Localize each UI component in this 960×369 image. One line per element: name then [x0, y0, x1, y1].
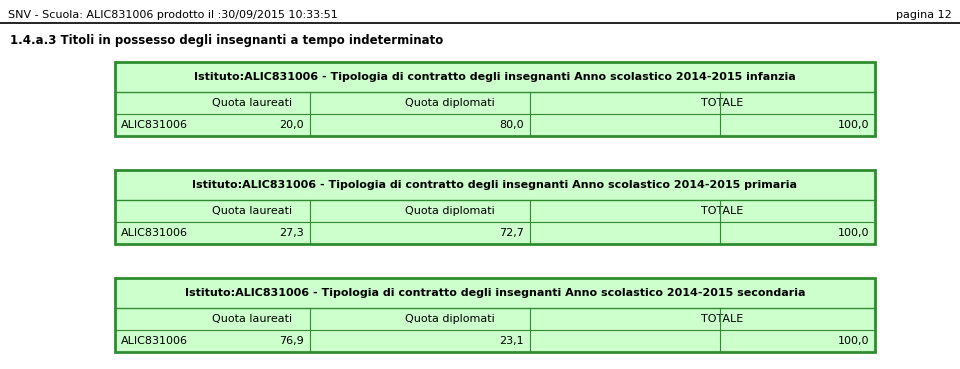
- Text: 27,3: 27,3: [279, 228, 304, 238]
- Text: Quota diplomati: Quota diplomati: [405, 98, 494, 108]
- Text: 100,0: 100,0: [837, 228, 869, 238]
- Text: Quota diplomati: Quota diplomati: [405, 206, 494, 216]
- Bar: [115, 170, 875, 244]
- Text: Quota laureati: Quota laureati: [212, 98, 293, 108]
- Text: 100,0: 100,0: [837, 120, 869, 130]
- Text: 76,9: 76,9: [279, 336, 304, 346]
- Text: TOTALE: TOTALE: [702, 314, 744, 324]
- Text: TOTALE: TOTALE: [702, 206, 744, 216]
- Text: Quota laureati: Quota laureati: [212, 206, 293, 216]
- Text: ALIC831006: ALIC831006: [121, 228, 188, 238]
- Text: ALIC831006: ALIC831006: [121, 336, 188, 346]
- Text: 23,1: 23,1: [499, 336, 524, 346]
- Text: 100,0: 100,0: [837, 336, 869, 346]
- Text: Istituto:ALIC831006 - Tipologia di contratto degli insegnanti Anno scolastico 20: Istituto:ALIC831006 - Tipologia di contr…: [194, 72, 796, 82]
- Text: pagina 12: pagina 12: [897, 10, 952, 20]
- Text: 1.4.a.3 Titoli in possesso degli insegnanti a tempo indeterminato: 1.4.a.3 Titoli in possesso degli insegna…: [10, 34, 444, 47]
- Text: SNV - Scuola: ALIC831006 prodotto il :30/09/2015 10:33:51: SNV - Scuola: ALIC831006 prodotto il :30…: [8, 10, 338, 20]
- Text: Quota laureati: Quota laureati: [212, 314, 293, 324]
- Text: Quota diplomati: Quota diplomati: [405, 314, 494, 324]
- Bar: [115, 278, 875, 352]
- Text: 80,0: 80,0: [499, 120, 524, 130]
- Bar: [115, 62, 875, 136]
- Text: Istituto:ALIC831006 - Tipologia di contratto degli insegnanti Anno scolastico 20: Istituto:ALIC831006 - Tipologia di contr…: [193, 180, 798, 190]
- Text: 20,0: 20,0: [279, 120, 304, 130]
- Text: ALIC831006: ALIC831006: [121, 120, 188, 130]
- Text: TOTALE: TOTALE: [702, 98, 744, 108]
- Text: 72,7: 72,7: [499, 228, 524, 238]
- Text: Istituto:ALIC831006 - Tipologia di contratto degli insegnanti Anno scolastico 20: Istituto:ALIC831006 - Tipologia di contr…: [184, 288, 805, 298]
